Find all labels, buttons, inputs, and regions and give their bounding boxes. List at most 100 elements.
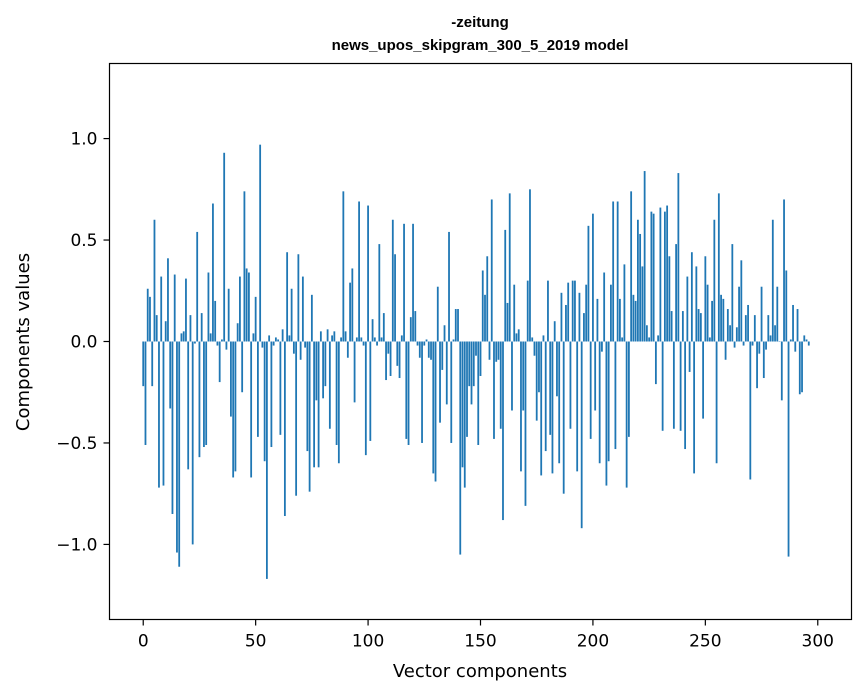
bar-67 — [292, 341, 295, 354]
bar-166 — [515, 333, 518, 342]
bar-70 — [299, 341, 302, 360]
y-tick-label: −1.0 — [56, 535, 97, 555]
bar-14 — [173, 274, 176, 342]
bar-159 — [499, 341, 502, 429]
bar-168 — [520, 341, 522, 472]
chart-title: -zeitung — [451, 14, 509, 31]
y-tick-label: 1.0 — [70, 130, 97, 150]
bar-208 — [610, 284, 612, 342]
bar-152 — [484, 294, 486, 342]
bar-27 — [203, 341, 205, 448]
bar-289 — [792, 304, 794, 342]
bar-204 — [601, 341, 603, 352]
bar-52 — [259, 144, 262, 342]
bar-218 — [632, 294, 635, 342]
bar-44 — [241, 341, 244, 393]
bar-287 — [787, 341, 790, 557]
bar-107 — [382, 313, 385, 342]
bar-184 — [556, 341, 558, 397]
bar-180 — [547, 280, 549, 342]
bar-123 — [418, 341, 421, 358]
bar-134 — [443, 325, 446, 342]
bar-55 — [265, 341, 268, 579]
bar-229 — [657, 335, 660, 342]
bar-227 — [652, 213, 655, 342]
bar-110 — [389, 341, 392, 376]
bar-140 — [457, 309, 459, 342]
bar-118 — [407, 341, 410, 445]
bar-261 — [729, 325, 731, 342]
bar-74 — [308, 341, 311, 492]
bar-172 — [529, 189, 531, 342]
bar-257 — [720, 294, 722, 342]
bar-63 — [283, 341, 286, 517]
bar-265 — [738, 286, 740, 342]
bar-126 — [425, 339, 428, 342]
bar-267 — [742, 341, 745, 346]
x-axis-label: Vector components — [393, 661, 567, 682]
x-tick-label: 0 — [138, 632, 149, 652]
bar-179 — [544, 341, 547, 452]
bar-157 — [495, 341, 498, 362]
bar-243 — [688, 341, 691, 372]
bar-0 — [142, 341, 145, 387]
bar-76 — [313, 341, 316, 468]
y-tick-label: −0.5 — [56, 434, 97, 454]
bar-271 — [751, 341, 754, 346]
bar-93 — [351, 268, 354, 342]
bar-102 — [371, 319, 374, 342]
bar-216 — [628, 341, 630, 437]
bar-26 — [200, 313, 203, 342]
bar-242 — [686, 276, 689, 342]
bar-288 — [789, 339, 792, 342]
bar-143 — [463, 341, 466, 488]
bar-209 — [612, 201, 615, 342]
bar-248 — [699, 313, 702, 342]
bar-37 — [225, 341, 228, 350]
bar-133 — [441, 341, 444, 370]
bar-2 — [146, 288, 149, 342]
y-tick-label: 0.5 — [70, 231, 97, 251]
bar-36 — [223, 152, 226, 342]
bar-280 — [771, 219, 774, 342]
bar-219 — [634, 300, 637, 342]
bar-53 — [261, 341, 264, 348]
bar-190 — [569, 341, 572, 429]
bar-73 — [306, 341, 309, 452]
bar-191 — [571, 280, 574, 342]
bar-186 — [560, 292, 563, 342]
bar-217 — [630, 191, 633, 342]
bar-163 — [508, 193, 511, 342]
bar-11 — [167, 258, 169, 342]
bar-254 — [713, 219, 716, 342]
bar-149 — [477, 341, 480, 445]
bar-182 — [551, 341, 554, 474]
bar-88 — [340, 337, 342, 342]
bar-24 — [196, 231, 199, 342]
bar-214 — [623, 264, 626, 342]
bar-250 — [704, 256, 707, 342]
bar-197 — [585, 284, 588, 342]
bar-61 — [279, 341, 282, 435]
bar-176 — [538, 341, 540, 393]
x-tick-label: 300 — [802, 632, 834, 652]
bar-135 — [445, 341, 448, 405]
bar-139 — [454, 309, 457, 342]
bar-284 — [780, 341, 783, 401]
bar-230 — [659, 207, 662, 342]
bar-293 — [801, 341, 803, 393]
bar-145 — [468, 341, 471, 387]
bar-291 — [796, 309, 799, 342]
bar-162 — [506, 302, 509, 342]
bar-206 — [605, 341, 608, 486]
bar-295 — [805, 339, 808, 342]
bar-205 — [603, 272, 606, 342]
bar-165 — [513, 284, 516, 342]
bar-86 — [335, 341, 338, 445]
bar-115 — [400, 335, 403, 342]
bar-268 — [744, 315, 747, 342]
bar-154 — [488, 341, 491, 360]
bar-57 — [270, 341, 273, 448]
bar-94 — [353, 341, 356, 403]
bar-272 — [753, 315, 756, 342]
